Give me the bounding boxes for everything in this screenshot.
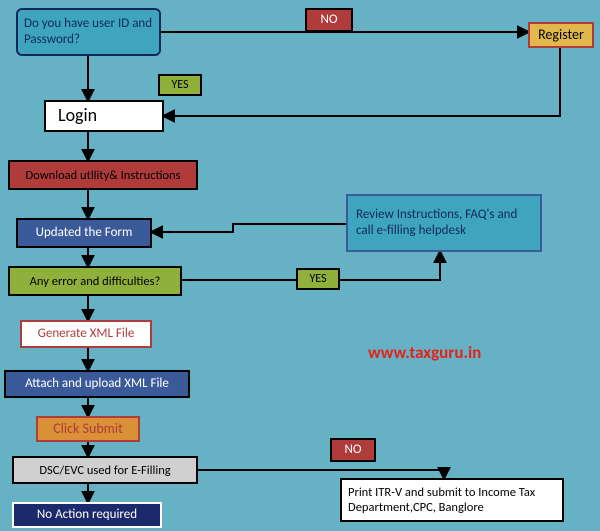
node-print: Print ITR-V and submit to Income Tax Dep… [340, 478, 564, 522]
node-genxml: Generate XML File [20, 320, 152, 348]
node-noaction: No Action required [12, 502, 162, 528]
node-download: Download utllity& Instructions [8, 160, 198, 190]
node-register: Register [528, 22, 594, 48]
node-no2: NO [330, 438, 376, 462]
node-yes1: YES [158, 74, 202, 96]
watermark-text: www.taxguru.in [368, 342, 481, 363]
node-updated: Updated the Form [16, 218, 152, 248]
node-anyerr: Any error and difficulties? [8, 266, 182, 296]
node-submit: Click Submit [36, 416, 140, 442]
node-login: Login [44, 100, 164, 132]
node-dsc: DSC/EVC used for E-Filling [12, 456, 198, 484]
node-start: Do you have user ID and Password? [16, 8, 161, 56]
node-yes2: YES [296, 268, 340, 290]
node-attach: Attach and upload XML File [4, 370, 190, 398]
node-review: Review Instructions, FAQ's and call e-fi… [346, 194, 542, 252]
flowchart-canvas: Do you have user ID and Password? NO Regis… [0, 0, 600, 531]
node-no1: NO [305, 8, 353, 32]
